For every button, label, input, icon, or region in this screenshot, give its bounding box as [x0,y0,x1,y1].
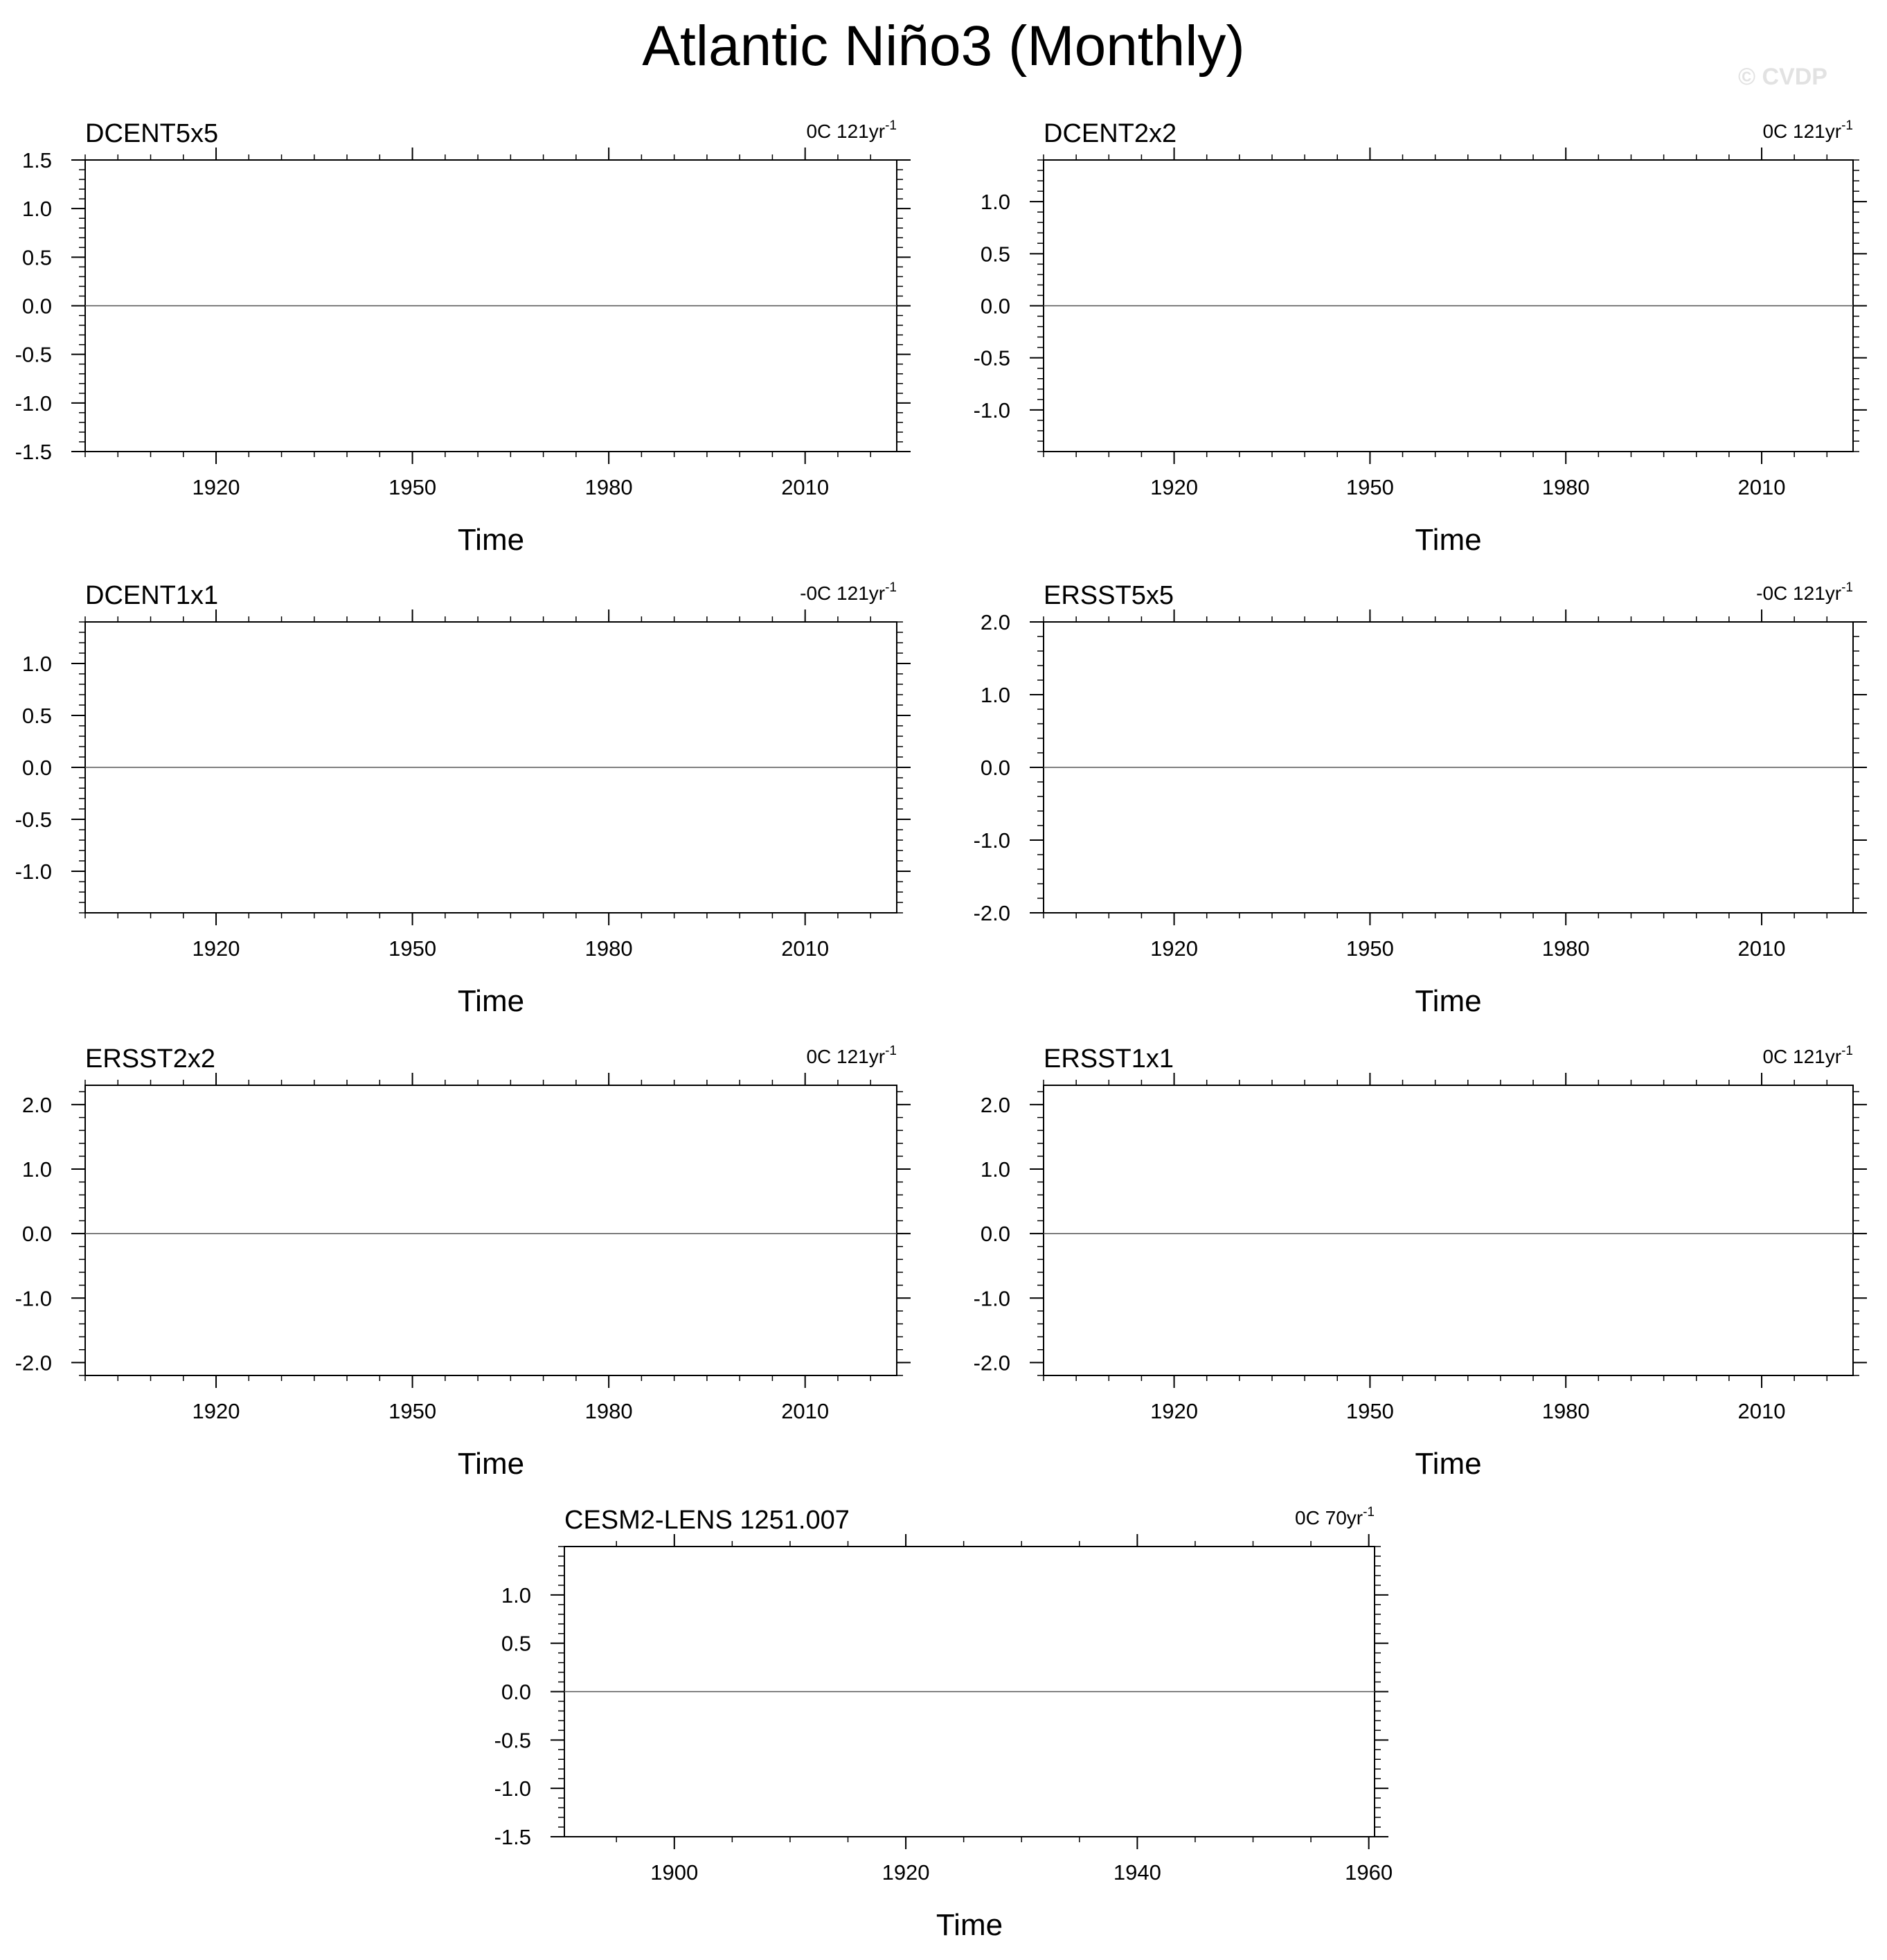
x-tick-label: 2010 [1738,1399,1786,1423]
y-tick-label: 1.0 [501,1583,531,1607]
x-axis-title: Time [1415,523,1481,557]
y-tick-label: 0.0 [22,294,52,319]
trend-label: 0C 121yr-1 [1762,1044,1853,1067]
y-tick-label: -1.0 [974,398,1010,422]
chart-panel-4: ERSST5x5 -0C 121yr-1 1920 1950 1980 2010 -2.0 -… [974,580,1867,1018]
y-tick-label: 1.0 [22,197,52,221]
chart-panel-1: DCENT5x5 0C 121yr-1 1920 1950 1980 2010 -1.5 -1… [15,118,911,557]
y-tick-label: -0.5 [15,343,52,367]
x-tick-label: 1980 [585,936,633,961]
panel-title: ERSST2x2 [85,1044,215,1073]
x-tick-label: 2010 [1738,475,1786,499]
chart-panel-3: DCENT1x1 -0C 121yr-1 1920 1950 1980 2010 -1.0 -… [15,580,911,1018]
x-tick-label: 1920 [1150,1399,1198,1423]
x-tick-label: 1950 [1346,1399,1394,1423]
page-title: Atlantic Niño3 (Monthly) [642,15,1245,78]
trend-label: 0C 121yr-1 [806,1044,897,1067]
x-tick-label: 1950 [388,936,436,961]
y-tick-label: 0.0 [22,756,52,780]
y-tick-label: 1.5 [22,148,52,172]
x-axis-title: Time [1415,984,1481,1018]
trend-label: 0C 121yr-1 [806,118,897,142]
y-tick-label: 1.0 [22,652,52,676]
x-tick-label: 1950 [1346,936,1394,961]
x-axis-title: Time [1415,1447,1481,1481]
x-tick-label: 1920 [193,475,240,499]
trend-label: -0C 121yr-1 [1756,580,1853,604]
y-tick-label: -1.0 [974,1286,1010,1310]
y-tick-label: 0.0 [501,1680,531,1704]
x-tick-label: 1950 [1346,475,1394,499]
plot-frame [1043,1085,1854,1376]
x-tick-label: 1980 [585,1399,633,1423]
y-tick-label: 2.0 [22,1093,52,1117]
y-tick-label: 1.0 [22,1157,52,1182]
x-axis-title: Time [936,1908,1003,1942]
x-tick-label: 1960 [1345,1860,1393,1885]
x-tick-label: 1950 [388,475,436,499]
y-tick-label: -0.5 [494,1728,531,1752]
y-tick-label: -1.0 [15,391,52,416]
x-tick-label: 1920 [1150,475,1198,499]
y-tick-label: 1.0 [981,1157,1010,1182]
watermark: © CVDP [1738,64,1827,90]
y-tick-label: 0.0 [981,756,1010,780]
chart-panel-5: ERSST2x2 0C 121yr-1 1920 1950 1980 2010 -2.0 -1… [15,1044,911,1481]
y-tick-label: 1.0 [981,190,1010,214]
y-tick-label: 0.5 [22,704,52,728]
x-axis-title: Time [458,1447,524,1481]
y-tick-label: 0.0 [981,294,1010,319]
chart-panel-2: DCENT2x2 0C 121yr-1 1920 1950 1980 2010 -1.0 -0… [974,118,1867,557]
x-tick-label: 1980 [1542,936,1590,961]
trend-label: 0C 70yr-1 [1295,1505,1375,1529]
y-tick-label: -2.0 [15,1351,52,1375]
trend-label: -0C 121yr-1 [800,580,897,604]
x-tick-label: 2010 [1738,936,1786,961]
y-tick-label: 0.0 [22,1222,52,1246]
y-tick-label: 0.0 [981,1222,1010,1246]
y-tick-label: 1.0 [981,683,1010,707]
chart-panel-6: ERSST1x1 0C 121yr-1 1920 1950 1980 2010 -2.0 -1… [974,1044,1867,1481]
y-tick-label: -1.5 [494,1825,531,1849]
x-tick-label: 1980 [585,475,633,499]
x-tick-label: 1950 [388,1399,436,1423]
y-tick-label: 0.5 [981,242,1010,266]
y-tick-label: -2.0 [974,1351,1010,1375]
y-tick-label: 0.5 [22,245,52,269]
x-axis-title: Time [458,523,524,557]
panel-title: DCENT5x5 [85,119,218,148]
y-tick-label: -2.0 [974,901,1010,925]
x-tick-label: 2010 [781,475,829,499]
y-tick-label: -0.5 [15,808,52,832]
x-tick-label: 1920 [193,1399,240,1423]
y-tick-label: -1.0 [494,1776,531,1801]
panel-title: CESM2-LENS 1251.007 [564,1506,850,1535]
panel-title: DCENT2x2 [1044,119,1177,148]
x-tick-label: 1980 [1542,475,1590,499]
x-tick-label: 1980 [1542,1399,1590,1423]
y-tick-label: -1.0 [974,828,1010,853]
panel-title: ERSST5x5 [1044,581,1174,610]
plot-frame [84,1085,897,1376]
y-tick-label: -0.5 [974,346,1010,371]
y-tick-label: -1.0 [15,859,52,884]
x-tick-label: 1940 [1114,1860,1161,1885]
panel-title: DCENT1x1 [85,581,218,610]
y-tick-label: 2.0 [981,610,1010,634]
x-tick-label: 1900 [650,1860,698,1885]
trend-label: 0C 121yr-1 [1762,118,1853,142]
y-tick-label: 2.0 [981,1093,1010,1117]
y-tick-label: -1.0 [15,1286,52,1310]
x-axis-title: Time [458,984,524,1018]
x-tick-label: 2010 [781,1399,829,1423]
x-tick-label: 1920 [882,1860,930,1885]
chart-panel-7: CESM2-LENS 1251.007 0C 70yr-1 1900 1920 1940… [494,1505,1393,1942]
x-tick-label: 2010 [781,936,829,961]
x-tick-label: 1920 [193,936,240,961]
y-tick-label: -1.5 [15,440,52,464]
panel-title: ERSST1x1 [1044,1044,1174,1073]
y-tick-label: 0.5 [501,1632,531,1656]
x-tick-label: 1920 [1150,936,1198,961]
